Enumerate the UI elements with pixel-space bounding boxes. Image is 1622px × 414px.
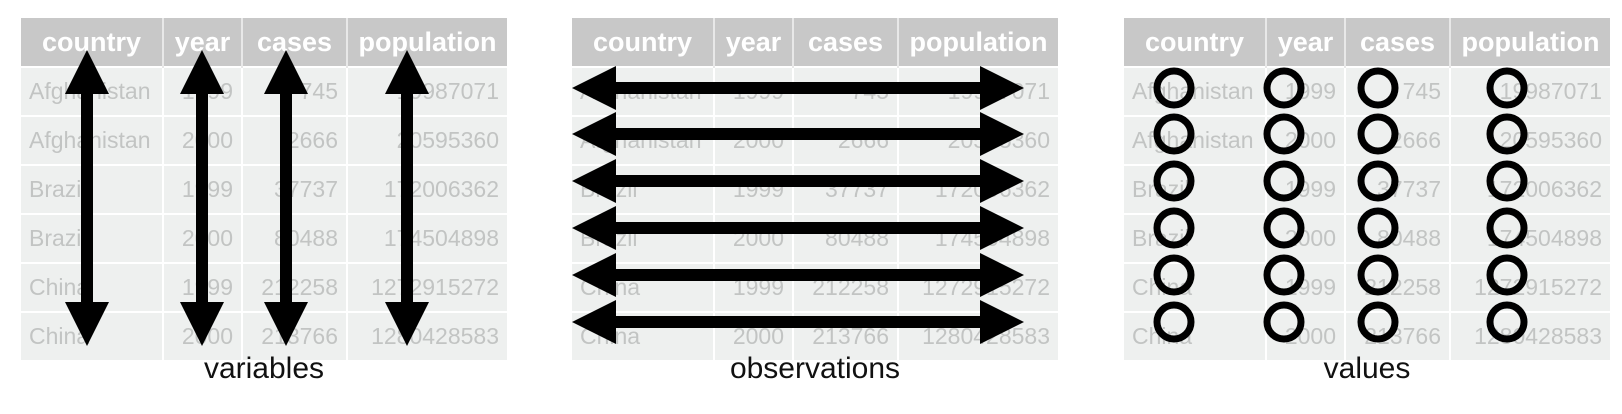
variables-arrows (65, 50, 429, 346)
cell-population: 1280428583 (347, 311, 507, 360)
column-header-population: population (898, 18, 1058, 67)
value-circle (1153, 160, 1195, 202)
cell-cases: 2666 (242, 115, 348, 165)
panel-values: country year cases population Afghanistan 19… (1124, 18, 1610, 360)
cell-cases: 37737 (242, 164, 348, 214)
cell-population: 174504898 (1450, 213, 1610, 263)
value-circle (1486, 67, 1528, 109)
cell-year: 2000 (1266, 115, 1346, 165)
value-circle (1357, 254, 1399, 296)
cell-population: 174504898 (898, 213, 1058, 263)
cell-population: 172006362 (347, 164, 507, 214)
values-circles (1153, 67, 1528, 343)
variable-arrow-cases (264, 50, 308, 346)
cell-population: 1280428583 (1450, 311, 1610, 360)
value-circle (1357, 207, 1399, 249)
cell-year: 2000 (1266, 311, 1346, 360)
column-header-cases: cases (242, 18, 348, 67)
value-circle (1486, 301, 1528, 343)
header-row: country year cases population (572, 18, 1058, 67)
observation-arrow (572, 112, 1024, 156)
cell-population: 20595360 (1450, 115, 1610, 165)
cell-year: 1999 (1266, 164, 1346, 214)
variable-arrow-country (65, 50, 109, 346)
variable-arrow-population (385, 50, 429, 346)
observation-arrow (572, 300, 1024, 344)
cell-population: 1272915272 (1450, 262, 1610, 312)
value-circle (1357, 160, 1399, 202)
value-circle (1153, 113, 1195, 155)
observations-arrows (572, 66, 1024, 344)
value-circle (1263, 113, 1305, 155)
caption-variables: variables (203, 352, 325, 385)
cell-country: Brazil (1124, 213, 1267, 263)
value-circle (1263, 207, 1305, 249)
column-header-year: year (714, 18, 794, 67)
header-row: country year cases population (1124, 18, 1610, 67)
column-header-country: country (572, 18, 715, 67)
cell-population: 20595360 (347, 115, 507, 165)
value-circle (1153, 254, 1195, 296)
value-circle (1263, 301, 1305, 343)
cell-population: 174504898 (347, 213, 507, 263)
column-header-country: country (1124, 18, 1267, 67)
cell-year: 2000 (1266, 213, 1346, 263)
value-circle (1486, 160, 1528, 202)
column-header-cases: cases (793, 18, 899, 67)
caption-values: values (1323, 352, 1411, 385)
value-circle (1263, 254, 1305, 296)
value-circle (1153, 67, 1195, 109)
cell-population: 172006362 (898, 164, 1058, 214)
column-header-population: population (347, 18, 507, 67)
value-circle (1357, 301, 1399, 343)
column-header-year: year (1266, 18, 1346, 67)
value-circle (1486, 113, 1528, 155)
observation-arrow (572, 253, 1024, 297)
observation-arrow (572, 206, 1024, 250)
cell-year: 2000 (714, 213, 794, 263)
variable-arrow-year (180, 50, 224, 346)
observation-arrow (572, 66, 1024, 110)
value-circle (1357, 67, 1399, 109)
value-circle (1153, 207, 1195, 249)
column-header-cases: cases (1345, 18, 1451, 67)
cell-country: China (1124, 311, 1267, 360)
value-circle (1486, 207, 1528, 249)
cell-population: 19987071 (1450, 66, 1610, 116)
cell-country: Afghanistan (1124, 115, 1267, 165)
value-circle (1263, 160, 1305, 202)
caption-observations: observations (729, 352, 901, 385)
cell-country: Brazil (1124, 164, 1267, 214)
cell-population: 19987071 (347, 66, 507, 116)
value-circle (1486, 254, 1528, 296)
value-circle (1263, 67, 1305, 109)
value-circle (1357, 113, 1399, 155)
observation-arrow (572, 159, 1024, 203)
column-header-country: country (21, 18, 164, 67)
column-header-population: population (1450, 18, 1610, 67)
cell-population: 172006362 (1450, 164, 1610, 214)
value-circle (1153, 301, 1195, 343)
